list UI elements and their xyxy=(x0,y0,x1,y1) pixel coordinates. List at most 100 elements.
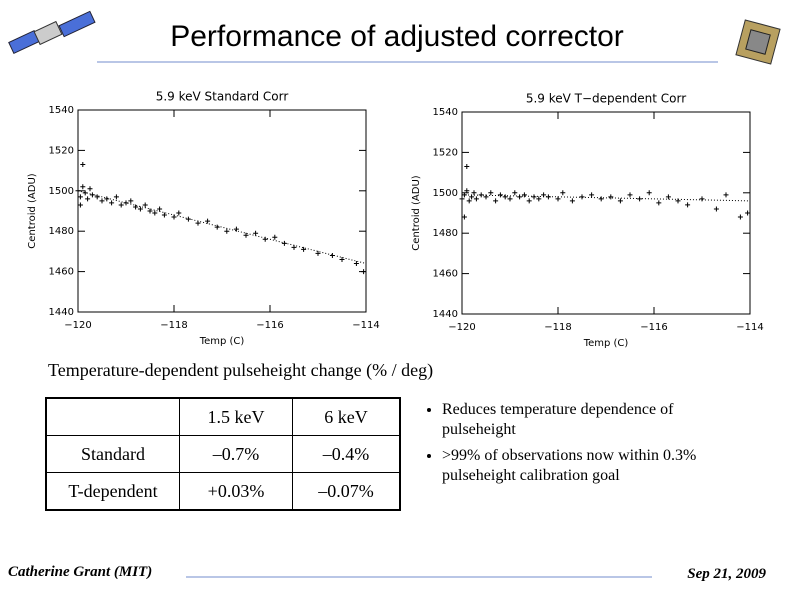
y-tick-label: 1440 xyxy=(49,307,74,318)
data-point xyxy=(466,198,472,204)
result-table: 1.5 keV 6 keV Standard –0.7% –0.4% T-dep… xyxy=(45,397,401,511)
data-point xyxy=(531,194,537,200)
data-point xyxy=(608,194,614,200)
data-point xyxy=(589,192,595,198)
data-point xyxy=(469,194,475,200)
data-point xyxy=(627,192,633,198)
data-point xyxy=(545,194,551,200)
data-point xyxy=(262,236,268,242)
data-point xyxy=(569,198,575,204)
y-tick-label: 1480 xyxy=(49,226,74,237)
data-point xyxy=(77,194,83,200)
chart-title: 5.9 keV T−dependent Corr xyxy=(526,92,686,106)
footer-date: Sep 21, 2009 xyxy=(687,566,766,582)
x-axis-label: Temp (C) xyxy=(199,336,245,347)
header-cell: 6 keV xyxy=(292,397,401,436)
data-point xyxy=(291,244,297,250)
data-point xyxy=(195,220,201,226)
x-tick-label: −118 xyxy=(160,320,187,331)
y-tick-label: 1480 xyxy=(433,228,458,239)
data-point xyxy=(171,214,177,220)
data-point xyxy=(512,190,518,196)
data-point xyxy=(214,224,220,230)
data-point xyxy=(104,196,110,202)
data-point xyxy=(464,164,470,170)
data-point xyxy=(617,198,623,204)
satellite-icon xyxy=(8,10,96,55)
data-point xyxy=(646,190,652,196)
y-tick-label: 1440 xyxy=(433,309,458,320)
data-point xyxy=(152,210,158,216)
data-point xyxy=(185,216,191,222)
data-point xyxy=(488,190,494,196)
data-point xyxy=(77,202,83,208)
empty-cell xyxy=(45,397,180,436)
data-point xyxy=(579,194,585,200)
data-point xyxy=(497,192,503,198)
data-point xyxy=(137,206,143,212)
data-point xyxy=(82,190,88,196)
data-point xyxy=(461,192,467,198)
header-cell: 1.5 keV xyxy=(179,397,293,436)
data-point xyxy=(464,188,470,194)
y-tick-label: 1540 xyxy=(49,105,74,116)
data-point xyxy=(339,256,345,262)
data-point xyxy=(176,210,182,216)
data-point xyxy=(85,196,91,202)
x-tick-label: −120 xyxy=(448,322,475,333)
y-axis-label: Centroid (ADU) xyxy=(411,175,422,250)
data-point xyxy=(541,192,547,198)
data-point xyxy=(723,192,729,198)
data-point xyxy=(75,188,81,194)
x-tick-label: −116 xyxy=(256,320,283,331)
table-row: Standard –0.7% –0.4% xyxy=(45,435,401,473)
data-point xyxy=(713,206,719,212)
y-tick-label: 1460 xyxy=(433,269,458,280)
data-point xyxy=(483,194,489,200)
x-tick-label: −118 xyxy=(544,322,571,333)
data-point xyxy=(637,196,643,202)
data-point xyxy=(113,194,119,200)
data-point xyxy=(301,246,307,252)
data-point xyxy=(89,192,95,198)
row-label: T-dependent xyxy=(45,472,180,511)
cell: –0.4% xyxy=(292,435,401,473)
data-point xyxy=(656,200,662,206)
data-point xyxy=(253,230,259,236)
plot-frame xyxy=(77,109,367,313)
y-tick-label: 1500 xyxy=(49,186,74,197)
cell: –0.7% xyxy=(179,435,293,473)
y-tick-label: 1540 xyxy=(433,107,458,118)
data-point xyxy=(502,194,508,200)
data-point xyxy=(361,269,367,275)
data-point xyxy=(94,194,100,200)
caption: Temperature-dependent pulseheight change… xyxy=(48,360,434,380)
data-point xyxy=(517,194,523,200)
spacecraft-icon xyxy=(735,19,781,65)
data-point xyxy=(80,162,86,168)
bullet-list: Reduces temperature dependence of pulseh… xyxy=(424,400,742,492)
table-header: 1.5 keV 6 keV xyxy=(45,397,401,436)
data-point xyxy=(243,232,249,238)
data-point xyxy=(471,190,477,196)
data-point xyxy=(737,214,743,220)
data-point xyxy=(745,210,751,216)
data-point xyxy=(128,198,134,204)
data-point xyxy=(473,196,479,202)
data-point xyxy=(353,261,359,267)
data-point xyxy=(80,184,86,190)
data-point xyxy=(685,202,691,208)
y-axis-label: Centroid (ADU) xyxy=(27,173,38,248)
data-point xyxy=(109,200,115,206)
data-point xyxy=(329,252,335,258)
data-point xyxy=(459,196,465,202)
data-point xyxy=(493,198,499,204)
x-axis-label: Temp (C) xyxy=(583,338,629,349)
data-point xyxy=(233,226,239,232)
data-point xyxy=(478,192,484,198)
footer-author: Catherine Grant (MIT) xyxy=(8,564,153,580)
data-point xyxy=(507,196,513,202)
y-tick-label: 1500 xyxy=(433,188,458,199)
